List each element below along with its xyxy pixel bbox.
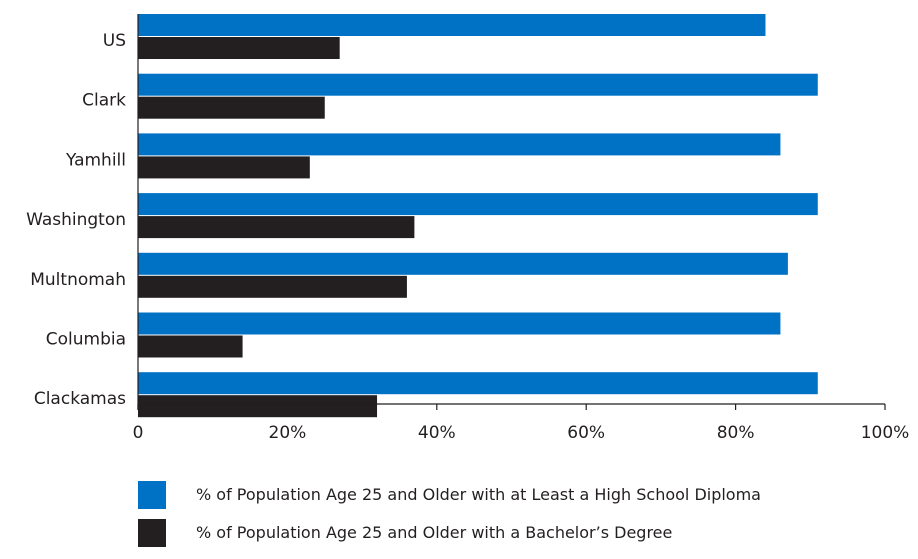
bar-clackamas-series-2 bbox=[138, 395, 378, 418]
bar-multnomah-series-2 bbox=[138, 275, 407, 298]
x-tick-label-20: 20% bbox=[269, 423, 307, 443]
bar-columbia-series-2 bbox=[138, 335, 243, 358]
bar-us-series-1 bbox=[138, 14, 766, 36]
bar-yamhill-series-1 bbox=[138, 133, 781, 156]
bar-washington-series-1 bbox=[138, 193, 818, 216]
x-tick-label-100: 100% bbox=[861, 423, 910, 443]
x-tick-label-60: 60% bbox=[567, 423, 605, 443]
bar-columbia-series-1 bbox=[138, 312, 781, 335]
x-tick-label-80: 80% bbox=[717, 423, 755, 443]
bar-multnomah-series-1 bbox=[138, 252, 788, 275]
bars-group bbox=[138, 14, 818, 418]
bar-clark-series-1 bbox=[138, 73, 818, 96]
x-tick-label-0: 0 bbox=[133, 423, 144, 443]
bar-yamhill-series-2 bbox=[138, 156, 310, 179]
legend: % of Population Age 25 and Older with at… bbox=[138, 481, 761, 547]
bar-us-series-2 bbox=[138, 37, 340, 59]
x-tick-label-40: 40% bbox=[418, 423, 456, 443]
category-labels: US Clark Yamhill Washington Multnomah Columbi… bbox=[26, 31, 126, 409]
category-label-columbia: Columbia bbox=[46, 330, 126, 350]
legend-label-series-2: % of Population Age 25 and Older with a … bbox=[196, 523, 672, 542]
bar-clark-series-2 bbox=[138, 96, 325, 119]
category-label-yamhill: Yamhill bbox=[65, 150, 126, 170]
legend-label-series-1: % of Population Age 25 and Older with at… bbox=[196, 485, 761, 504]
legend-swatch-series-1 bbox=[138, 481, 166, 509]
bar-clackamas-series-1 bbox=[138, 372, 818, 395]
category-label-clackamas: Clackamas bbox=[34, 389, 126, 409]
legend-swatch-series-2 bbox=[138, 519, 166, 547]
category-label-us: US bbox=[103, 31, 126, 51]
bar-washington-series-2 bbox=[138, 216, 415, 239]
category-label-multnomah: Multnomah bbox=[30, 270, 126, 290]
x-axis: 0 20% 40% 60% 80% 100% bbox=[133, 14, 910, 443]
category-label-clark: Clark bbox=[82, 91, 126, 111]
category-label-washington: Washington bbox=[26, 210, 126, 230]
